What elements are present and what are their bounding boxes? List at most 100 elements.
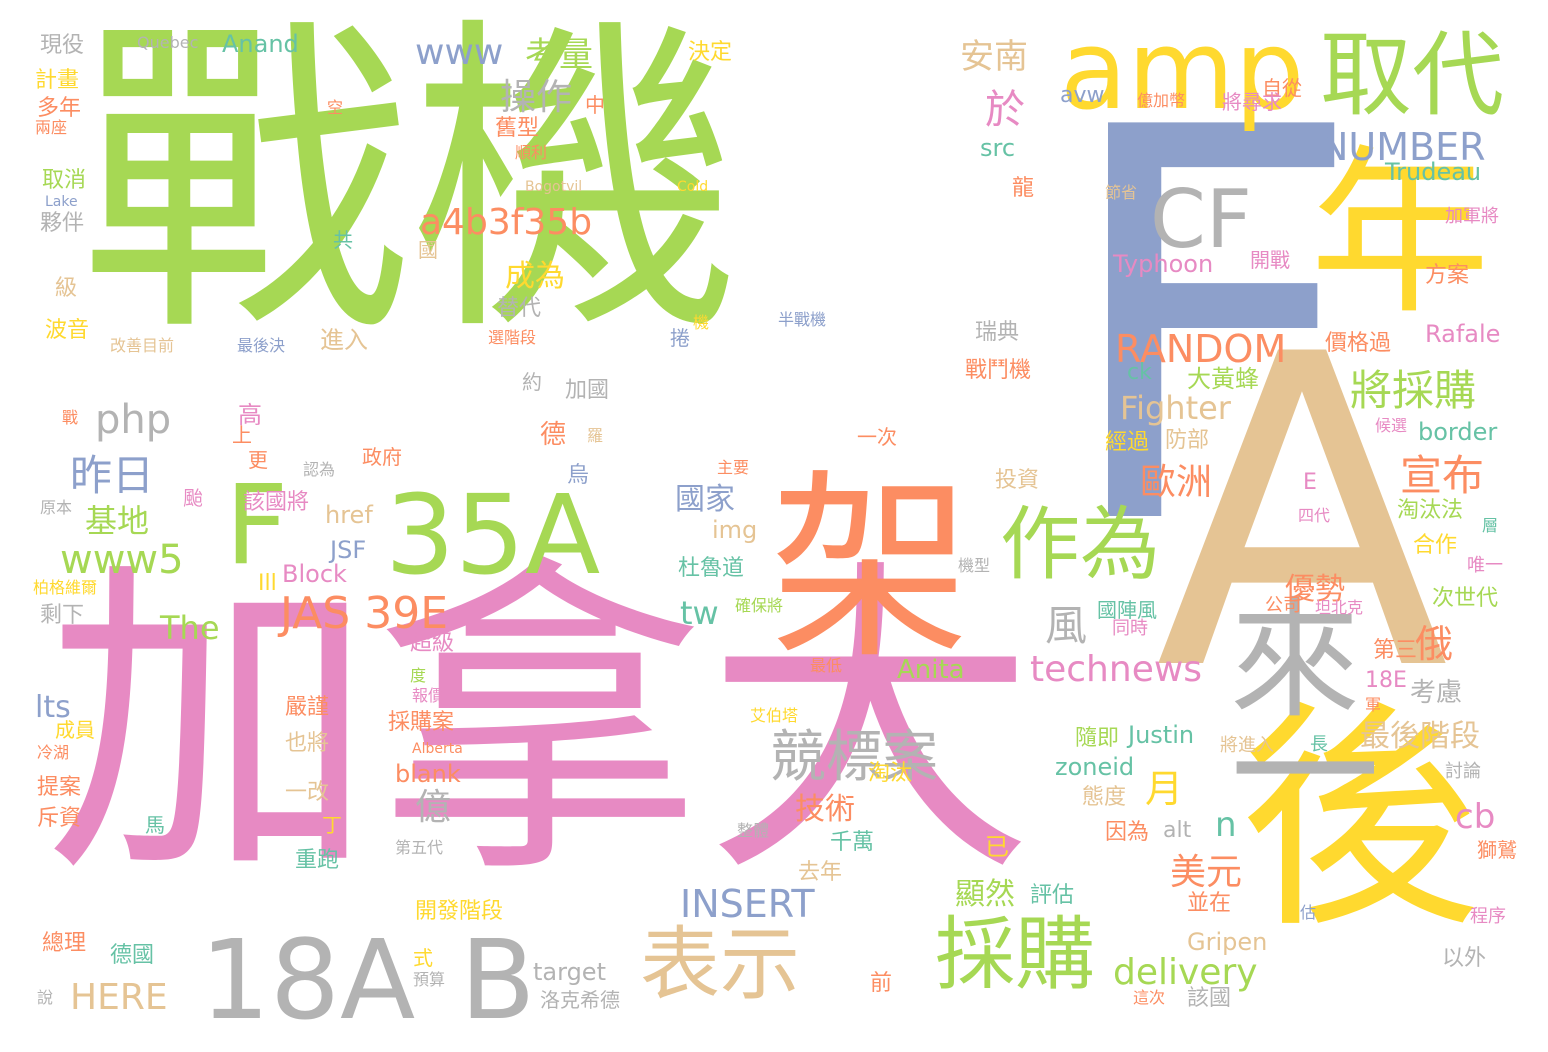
word: 共 — [333, 228, 353, 252]
word: 採購案 — [388, 710, 455, 735]
word: 價格過 — [1325, 331, 1392, 356]
word: 大黃蜂 — [1187, 365, 1259, 393]
word: 冷湖 — [37, 743, 70, 762]
word: NUMBER — [1320, 125, 1486, 169]
word: 競標案 — [770, 725, 938, 790]
word: 計畫 — [35, 68, 80, 93]
word: CF — [1150, 173, 1252, 266]
word: 國家 — [675, 482, 735, 517]
word: HERE — [70, 977, 168, 1018]
word: 成為 — [505, 259, 565, 294]
word: 原本 — [40, 498, 73, 517]
word: 於 — [985, 87, 1025, 133]
word: 度 — [410, 666, 427, 685]
word: 艾伯塔 — [750, 706, 799, 725]
word: 斥資 — [37, 806, 82, 831]
word: target — [533, 958, 606, 986]
word: 合作 — [1413, 533, 1458, 558]
word: 戰機 — [80, 0, 740, 375]
word: 波音 — [45, 318, 90, 343]
word: 認為 — [303, 460, 336, 479]
word: 機型 — [958, 556, 991, 575]
word: 嚴謹 — [285, 695, 330, 720]
word: img — [712, 516, 758, 544]
word: border — [1418, 418, 1498, 446]
word: 報價 — [412, 686, 445, 705]
word: 空 — [327, 98, 344, 117]
word: 開戰 — [1250, 248, 1290, 272]
word: 戰 — [62, 408, 79, 427]
word: n — [1215, 805, 1237, 845]
word: 安南 — [960, 37, 1028, 77]
word: cb — [1455, 797, 1496, 837]
word: 風 — [1045, 601, 1088, 650]
word: 順利 — [515, 143, 548, 162]
word: php — [95, 397, 172, 443]
word: 月 — [1145, 767, 1184, 811]
word: 考慮 — [1410, 678, 1463, 708]
word: delivery — [1113, 952, 1258, 993]
word: 討論 — [1445, 761, 1481, 782]
word: 將進入 — [1220, 735, 1274, 756]
word: 已 — [985, 833, 1009, 861]
word: 成員 — [55, 718, 95, 742]
word: 德國 — [110, 943, 155, 968]
word: 淘汰法 — [1397, 498, 1464, 523]
word: 總理 — [42, 931, 87, 956]
word: 一 — [1230, 688, 1381, 862]
word: 基地 — [85, 502, 150, 540]
word: 洛克希德 — [540, 988, 620, 1012]
word: 將採購 — [1350, 366, 1477, 415]
word: 程序 — [1470, 906, 1506, 927]
word: 龍 — [1012, 176, 1035, 201]
word: 預算 — [413, 970, 446, 989]
word: 第五代 — [395, 838, 444, 857]
word: 去年 — [798, 860, 843, 885]
word: Trudeau — [1385, 158, 1482, 186]
word: 年 — [1310, 130, 1491, 339]
word: RANDOM — [1115, 327, 1287, 371]
word: 主要 — [717, 458, 750, 477]
word: 技術 — [795, 792, 855, 827]
word: 投資 — [995, 468, 1040, 493]
word: 後 — [1240, 680, 1481, 960]
word: 兩座 — [35, 118, 68, 137]
word: Ill — [258, 571, 277, 596]
word: 也將 — [285, 731, 330, 756]
word: 防部 — [1165, 428, 1210, 453]
word: 開發階段 — [415, 899, 504, 924]
word: 取代 — [1320, 22, 1505, 129]
word: Rafale — [1425, 320, 1501, 348]
word: 自從 — [1262, 76, 1302, 100]
word: 評估 — [1030, 883, 1075, 908]
word: 架 — [770, 453, 971, 686]
word: 說 — [37, 988, 54, 1007]
word: 國 — [418, 238, 438, 262]
word: 俄 — [1415, 622, 1454, 666]
word: avw — [1060, 83, 1105, 108]
word: 來 — [1230, 584, 1361, 736]
word: 35A — [385, 471, 601, 599]
word: 丁 — [322, 813, 342, 837]
word: 加軍將 — [1445, 206, 1499, 227]
word: Fighter — [1120, 389, 1231, 427]
word: 加拿大 — [45, 533, 1035, 917]
word: 隨即 — [1075, 726, 1120, 751]
word: 機 — [693, 313, 710, 332]
word: 颱 — [183, 486, 203, 510]
word: Typhoon — [1113, 250, 1214, 278]
word: 剩下 — [40, 603, 85, 628]
word: 億加幣 — [1137, 91, 1186, 110]
word: Anita — [897, 655, 965, 685]
word: 態度 — [1082, 785, 1127, 810]
word: 同時 — [1112, 618, 1148, 639]
word: The — [160, 609, 220, 647]
word: Anand — [222, 30, 299, 58]
word: 作為 — [1000, 498, 1160, 591]
word: 最後決 — [237, 336, 286, 355]
word: www5 — [60, 537, 184, 583]
word: Gripen — [1187, 928, 1268, 956]
word: technews — [1030, 649, 1203, 690]
word: 長 — [1310, 734, 1328, 755]
